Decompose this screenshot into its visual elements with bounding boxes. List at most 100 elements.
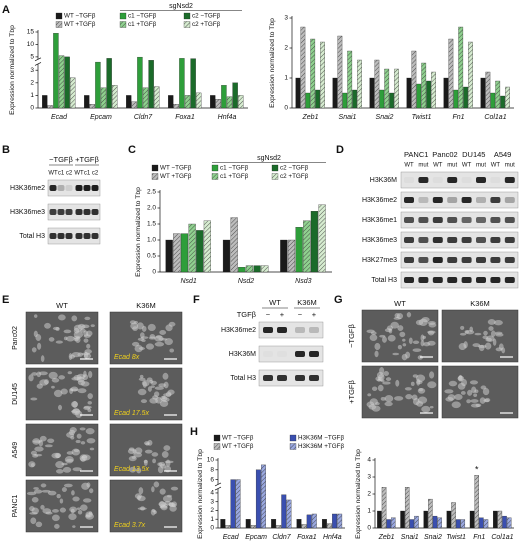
blot-band: [504, 217, 515, 223]
bar: [426, 80, 432, 109]
cell: [378, 374, 385, 381]
micrograph: [441, 365, 519, 419]
blot-band: [418, 277, 429, 283]
x-tick-label: Snai1: [339, 114, 357, 121]
blot-band: [490, 257, 501, 263]
cell: [73, 449, 80, 452]
cell: [31, 347, 37, 353]
column-label: K36M: [470, 299, 490, 308]
cell: [146, 343, 154, 350]
bar: [53, 33, 59, 109]
cell: [59, 498, 64, 504]
legend-label: c1 +TGFβ: [220, 173, 249, 180]
blot-band: [504, 277, 515, 283]
legend-swatch: [213, 443, 221, 450]
x-tick-label: Cldn7: [134, 114, 153, 121]
cell: [31, 497, 39, 503]
cell: [415, 319, 423, 326]
cell: [422, 335, 426, 339]
cell: [491, 330, 496, 337]
blot-band: [277, 327, 287, 333]
break-mark: [34, 57, 42, 62]
group-label: K36M: [297, 298, 317, 307]
bar: [301, 524, 307, 529]
y-tick-label: 0.5: [147, 253, 156, 260]
cell: [52, 509, 59, 513]
bar: [443, 77, 449, 109]
blot-band: [404, 237, 414, 243]
row-label: −TGFβ: [347, 323, 356, 347]
blot-band: [75, 209, 83, 215]
bar: [437, 517, 442, 529]
cell: [475, 403, 482, 407]
cell: [371, 405, 381, 412]
cell: [171, 501, 177, 508]
x-tick-label: Zeb1: [302, 114, 319, 121]
blot-band: [57, 233, 65, 239]
cell: [160, 505, 168, 511]
cell: [458, 343, 467, 350]
bar: [305, 92, 311, 109]
lane-label: WT: [404, 163, 414, 169]
blot-strip: [400, 271, 519, 289]
blot-band: [476, 277, 486, 283]
y-tick-label: 2: [367, 491, 371, 498]
panel-label: F: [193, 294, 200, 306]
bar: [502, 515, 507, 529]
blot-band: [309, 375, 319, 381]
cell: [72, 496, 80, 502]
cell: [87, 408, 92, 413]
lane-label: mut: [418, 163, 428, 169]
legend-swatch: [213, 434, 221, 442]
x-tick-label: Zeb1: [378, 534, 395, 541]
cell: [48, 337, 55, 342]
blot-band: [432, 237, 443, 243]
cell: [138, 487, 144, 495]
y-tick-label: 2: [210, 507, 214, 514]
cell-line-label: Panc02: [432, 150, 457, 159]
bar: [154, 86, 160, 109]
y-tick-label: 2: [284, 45, 288, 52]
cell: [52, 514, 60, 522]
cell: [149, 379, 154, 384]
bar: [261, 265, 269, 273]
cell: [406, 312, 412, 318]
cell: [154, 386, 165, 390]
bar: [230, 217, 238, 273]
bar: [337, 513, 343, 529]
bar: [337, 35, 343, 109]
cell: [383, 371, 389, 376]
blot-band: [476, 257, 486, 263]
cell: [382, 381, 391, 385]
bar: [190, 58, 196, 109]
blot-band: [447, 257, 458, 263]
bar: [276, 525, 282, 529]
bar: [303, 220, 311, 273]
cell: [395, 379, 400, 387]
cell: [139, 347, 145, 350]
cell: [136, 467, 142, 474]
cell: [149, 334, 156, 339]
bar: [409, 519, 415, 529]
row-label: Panc02: [12, 326, 19, 350]
bar: [310, 38, 316, 109]
cell: [30, 517, 37, 525]
blot-band: [504, 177, 515, 183]
bar: [106, 58, 112, 109]
cell: [48, 371, 58, 380]
lane-label: c1: [58, 171, 65, 177]
cell: [47, 438, 55, 443]
legend-swatch: [289, 434, 297, 442]
legend-label: WT −TGFβ: [160, 165, 192, 172]
row-label: H3K36me3: [10, 209, 45, 216]
cell: [83, 370, 87, 378]
blot-band: [404, 217, 414, 223]
blot-band: [476, 237, 486, 243]
blot-band: [461, 277, 472, 283]
cell: [30, 397, 38, 401]
bar: [406, 77, 412, 109]
bar: [203, 220, 211, 273]
treatment-sign: +: [280, 310, 285, 319]
cell: [147, 386, 152, 392]
bar: [173, 233, 181, 273]
